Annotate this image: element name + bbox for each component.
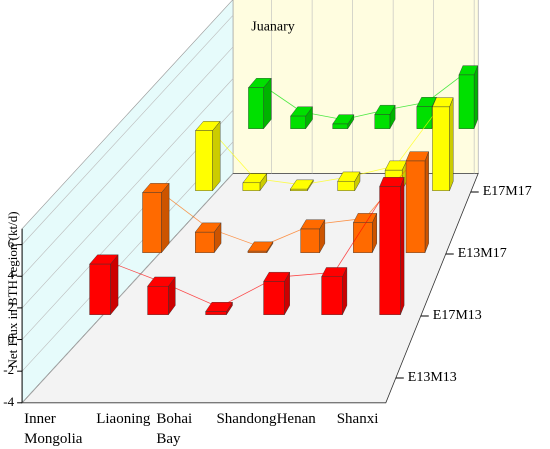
series-line	[207, 102, 444, 186]
series-line	[155, 156, 418, 248]
bar-side-shade	[449, 97, 454, 191]
bar-side-shade	[110, 254, 119, 315]
grid-line	[21, 46, 234, 277]
x-tick-label: Liaoning	[96, 410, 151, 427]
bar	[300, 228, 320, 253]
bar	[337, 181, 355, 191]
bar	[321, 276, 343, 315]
page: Net Flux in BTH region (kt/d) Juanary -4 -…	[3, 0, 532, 447]
x-tick-label: Shanxi	[336, 410, 379, 427]
bar	[195, 130, 213, 191]
bar	[205, 311, 227, 315]
bar	[147, 286, 169, 315]
annotation: Juanary	[251, 20, 295, 35]
row-label: E17M17	[483, 184, 532, 199]
bar-side-shade	[319, 219, 325, 253]
bar	[263, 281, 285, 315]
bar	[242, 182, 261, 191]
bar	[432, 106, 450, 191]
series-line	[103, 182, 393, 308]
bar-side-shade	[347, 114, 354, 129]
bar-side-shade	[474, 65, 478, 129]
x-tick-label: Shandong	[216, 410, 277, 427]
bar-side-shade	[259, 173, 267, 191]
y-tick-label: -4	[3, 394, 14, 409]
y-tick-label: -2	[3, 362, 14, 377]
bar-side-shade	[342, 267, 347, 315]
bar	[458, 74, 475, 129]
series-line	[259, 70, 469, 121]
bar	[374, 114, 391, 129]
bar-side-shade	[305, 106, 313, 129]
bar	[89, 263, 111, 315]
bar	[416, 106, 433, 129]
bar-side-shade	[307, 179, 314, 191]
bar-side-shade	[372, 213, 377, 253]
bar-side-shade	[354, 171, 361, 191]
bar-side-shade	[400, 177, 405, 315]
bar	[353, 222, 373, 253]
bar	[379, 186, 401, 315]
bar	[142, 192, 162, 253]
y-tick-label: 0	[8, 331, 15, 346]
bar	[332, 123, 348, 129]
row-label: E13M17	[458, 246, 507, 261]
chart: Net Flux in BTH region (kt/d) Juanary -4 -…	[3, 0, 532, 409]
row-label: E13M13	[408, 370, 457, 385]
bar-side-shade	[214, 222, 222, 253]
bar-top	[379, 177, 405, 187]
x-tick-label: Henan	[276, 410, 316, 427]
bar-side-shade	[161, 183, 170, 253]
y-tick-label: 2	[8, 299, 15, 314]
x-tick-label: Inner Mongolia	[24, 410, 83, 447]
grid-line	[21, 173, 234, 404]
bar-top	[405, 151, 429, 162]
bar	[195, 231, 215, 253]
grid-line	[21, 78, 234, 309]
bar-side-shade	[389, 105, 396, 129]
bar-side-shade	[212, 121, 221, 191]
bar-side-shade	[168, 276, 176, 315]
bar-side-shade	[424, 151, 429, 253]
bar	[247, 250, 268, 253]
row-label: E17M13	[433, 308, 482, 323]
bar-side-shade	[263, 78, 272, 129]
x-tick-label: Bohai Bay	[156, 410, 193, 447]
bar	[290, 115, 306, 129]
grid-line	[21, 15, 234, 245]
y-tick-label: 6	[8, 236, 15, 251]
bar-side-shade	[226, 302, 233, 315]
y-axis-label: Net Flux in BTH region (kt/d)	[5, 211, 20, 368]
bar	[248, 87, 264, 129]
bar	[290, 188, 308, 191]
bar-side-shade	[284, 272, 290, 315]
bar	[405, 160, 426, 253]
bar-side-shade	[266, 241, 273, 253]
y-tick-label: 4	[8, 267, 15, 282]
